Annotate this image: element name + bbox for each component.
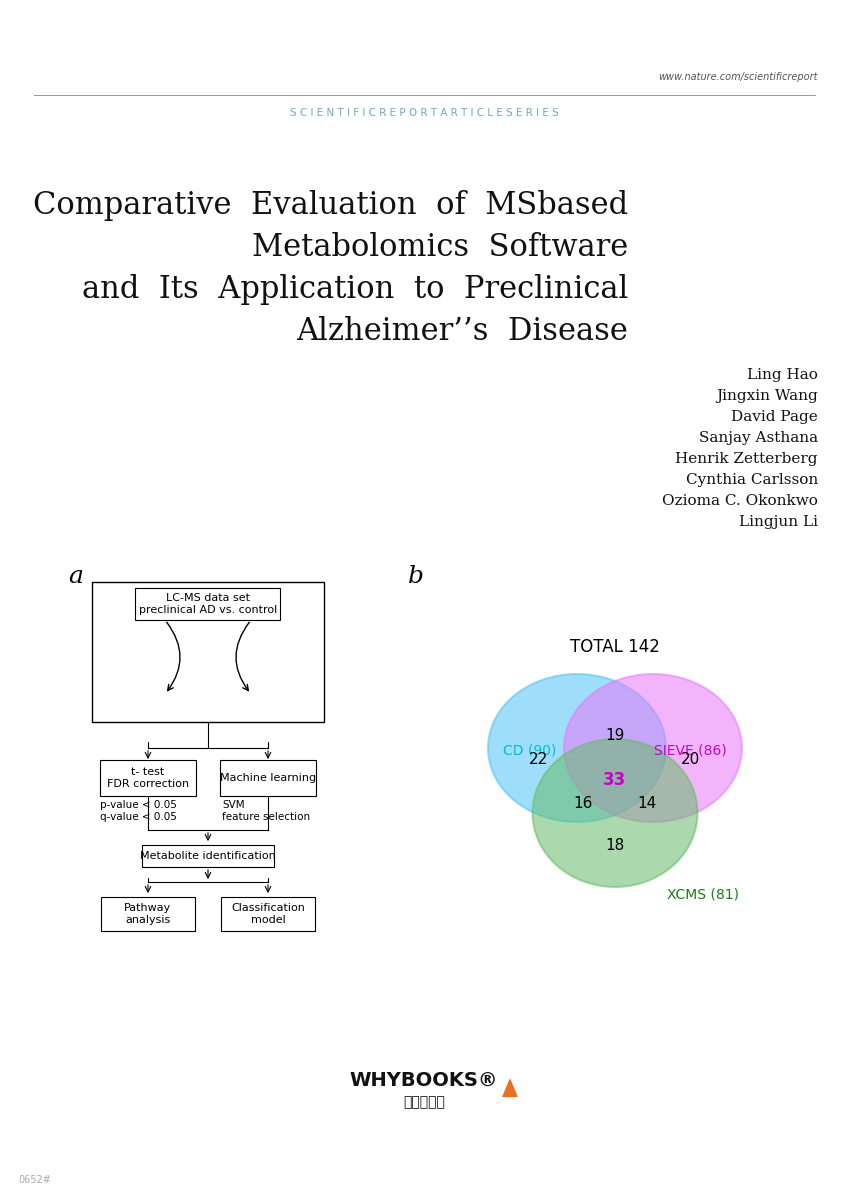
Text: Lingjun Li: Lingjun Li: [739, 515, 818, 529]
Text: SIEVE (86): SIEVE (86): [655, 743, 727, 757]
Text: www.nature.com/scientificreport: www.nature.com/scientificreport: [659, 72, 818, 82]
Text: Cynthia Carlsson: Cynthia Carlsson: [686, 473, 818, 487]
Text: Machine learning: Machine learning: [220, 773, 316, 782]
Text: a: a: [68, 565, 83, 588]
Text: CD (90): CD (90): [503, 743, 556, 757]
Text: SVM
feature selection: SVM feature selection: [222, 800, 310, 822]
Text: p-value < 0.05
q-value < 0.05: p-value < 0.05 q-value < 0.05: [100, 800, 177, 822]
Text: WHYBOOKS®: WHYBOOKS®: [350, 1070, 498, 1090]
Text: Metabolomics  Software: Metabolomics Software: [252, 232, 628, 263]
Text: Comparative  Evaluation  of  MSbased: Comparative Evaluation of MSbased: [33, 190, 628, 221]
Text: b: b: [408, 565, 424, 588]
Text: Sanjay Asthana: Sanjay Asthana: [699, 431, 818, 445]
Text: 33: 33: [604, 770, 627, 790]
Text: t- test
FDR correction: t- test FDR correction: [107, 767, 189, 788]
FancyBboxPatch shape: [92, 582, 324, 722]
Text: 주와이북스: 주와이북스: [403, 1094, 445, 1109]
FancyBboxPatch shape: [136, 588, 280, 620]
Text: 14: 14: [638, 796, 656, 810]
Text: TOTAL 142: TOTAL 142: [570, 638, 660, 656]
Text: 22: 22: [530, 752, 548, 768]
Ellipse shape: [564, 674, 742, 822]
Text: S C I E N T I F I C R E P O R T A R T I C L E S E R I E S: S C I E N T I F I C R E P O R T A R T I …: [290, 108, 559, 118]
Text: Pathway
analysis: Pathway analysis: [124, 904, 171, 925]
Text: LC-MS data set
preclinical AD vs. control: LC-MS data set preclinical AD vs. contro…: [139, 593, 277, 614]
Text: Metabolite identification: Metabolite identification: [140, 851, 276, 862]
Text: Henrik Zetterberg: Henrik Zetterberg: [676, 452, 818, 466]
Text: and  Its  Application  to  Preclinical: and Its Application to Preclinical: [82, 274, 628, 305]
Ellipse shape: [488, 674, 666, 822]
Text: David Page: David Page: [731, 410, 818, 424]
Text: 19: 19: [605, 728, 625, 744]
FancyBboxPatch shape: [101, 898, 195, 931]
FancyBboxPatch shape: [220, 760, 316, 796]
FancyBboxPatch shape: [142, 845, 274, 866]
Text: 18: 18: [605, 839, 625, 853]
FancyBboxPatch shape: [221, 898, 315, 931]
Text: Alzheimer’’s  Disease: Alzheimer’’s Disease: [296, 316, 628, 347]
Text: Jingxin Wang: Jingxin Wang: [717, 389, 818, 403]
Text: 0652#: 0652#: [18, 1175, 51, 1186]
Text: Classification
model: Classification model: [231, 904, 305, 925]
Text: 16: 16: [573, 796, 593, 810]
Text: Ling Hao: Ling Hao: [747, 368, 818, 382]
Text: Ozioma C. Okonkwo: Ozioma C. Okonkwo: [662, 494, 818, 508]
FancyBboxPatch shape: [100, 760, 196, 796]
Text: XCMS (81): XCMS (81): [667, 888, 739, 902]
Ellipse shape: [532, 739, 698, 887]
Text: 20: 20: [682, 752, 700, 768]
FancyArrowPatch shape: [503, 1080, 517, 1097]
